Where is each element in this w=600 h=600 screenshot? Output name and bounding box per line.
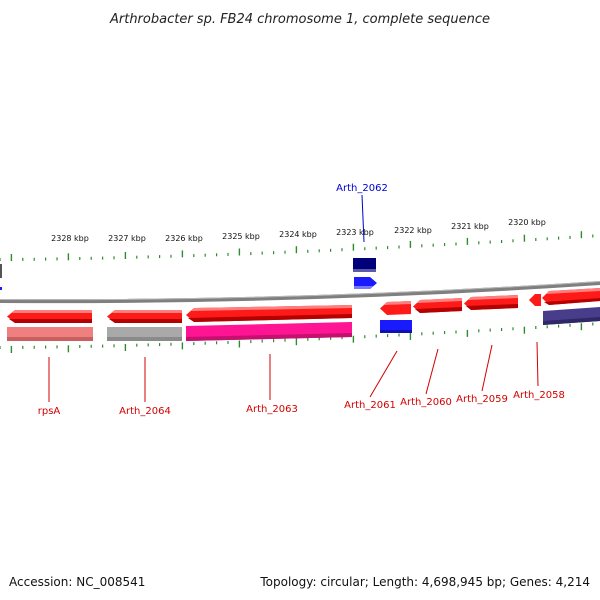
leader-line-arth-2059 <box>481 344 493 392</box>
gene-label-arth-2063: Arth_2063 <box>246 404 298 415</box>
gene-arth-2058-arrow <box>529 294 541 306</box>
gene-arth-2063-arrow-shine <box>191 305 352 311</box>
leader-line-arth-2061 <box>369 350 398 398</box>
gene-partial-left <box>0 264 2 278</box>
kbp-label: 2325 kbp <box>222 232 260 241</box>
kbp-label: 2320 kbp <box>508 218 546 227</box>
gene-arth-2064-arrow-shine <box>112 310 182 313</box>
chromosome-backbone-highlight <box>0 281 600 301</box>
gene-arth-2061-block-shade <box>380 330 412 333</box>
upper-tick-track <box>0 231 594 261</box>
kbp-label: 2324 kbp <box>279 230 317 239</box>
leader-line-arth-2060 <box>425 348 439 395</box>
gene-label-arth-2062: Arth_2062 <box>336 183 388 194</box>
gene-label-arth-2058: Arth_2058 <box>513 390 565 401</box>
gene-arth-2064-block-shade <box>107 337 182 341</box>
kbp-label: 2321 kbp <box>451 222 489 231</box>
accession-text: Accession: NC_008541 <box>9 575 145 589</box>
kbp-label: 2323 kbp <box>336 228 374 237</box>
kbp-label: 2328 kbp <box>51 234 89 243</box>
gene-arth-2059-arrow-shine <box>468 295 518 300</box>
gene-rpsA-arrow-shine <box>12 310 92 313</box>
gene-arth-2063-block-shade <box>186 333 352 341</box>
genome-summary-text: Topology: circular; Length: 4,698,945 bp… <box>259 575 590 589</box>
gene-arth-2064-arrow-shade <box>109 319 182 323</box>
gene-arth-2060-arrow-shine <box>417 298 462 303</box>
gene-label-arth-2059: Arth_2059 <box>456 394 508 405</box>
lower-tick-track <box>0 322 594 353</box>
gene-arth-2062-block-shade <box>353 269 376 272</box>
gene-label-rpsA: rpsA <box>38 406 61 417</box>
gene-slate-block-shade <box>543 317 600 325</box>
gene-arth-2058-next-arrow-shine <box>546 288 600 294</box>
gene-rpsA-block-shade <box>7 337 93 341</box>
gene-partial-left-blue <box>0 287 2 290</box>
gene-arth-2062-block <box>353 258 376 272</box>
gene-arth-2060-arrow-shade <box>415 307 462 313</box>
gene-arth-2062-arrow-shade <box>354 286 373 289</box>
gene-arth-2061-block <box>380 320 412 333</box>
leader-line-arth-2058 <box>536 341 539 387</box>
map-title: Arthrobacter sp. FB24 chromosome 1, comp… <box>109 12 490 27</box>
gene-arth-2061-arrow-shine <box>384 301 411 305</box>
gene-rpsA-arrow-shade <box>9 319 92 323</box>
chromosome-backbone <box>0 281 600 304</box>
gene-arth-2058-next-arrow-shade <box>544 298 600 305</box>
gene-arth-2059-arrow-shade <box>466 304 518 310</box>
kbp-label: 2322 kbp <box>394 226 432 235</box>
kbp-label: 2326 kbp <box>165 234 203 243</box>
gene-label-arth-2061: Arth_2061 <box>344 400 396 411</box>
gene-label-arth-2060: Arth_2060 <box>400 397 452 408</box>
kbp-label: 2327 kbp <box>108 234 146 243</box>
gene-arth-2063-arrow-shade <box>188 314 352 322</box>
gene-label-arth-2064: Arth_2064 <box>119 406 171 417</box>
leader-line-arth-2062 <box>361 194 365 243</box>
